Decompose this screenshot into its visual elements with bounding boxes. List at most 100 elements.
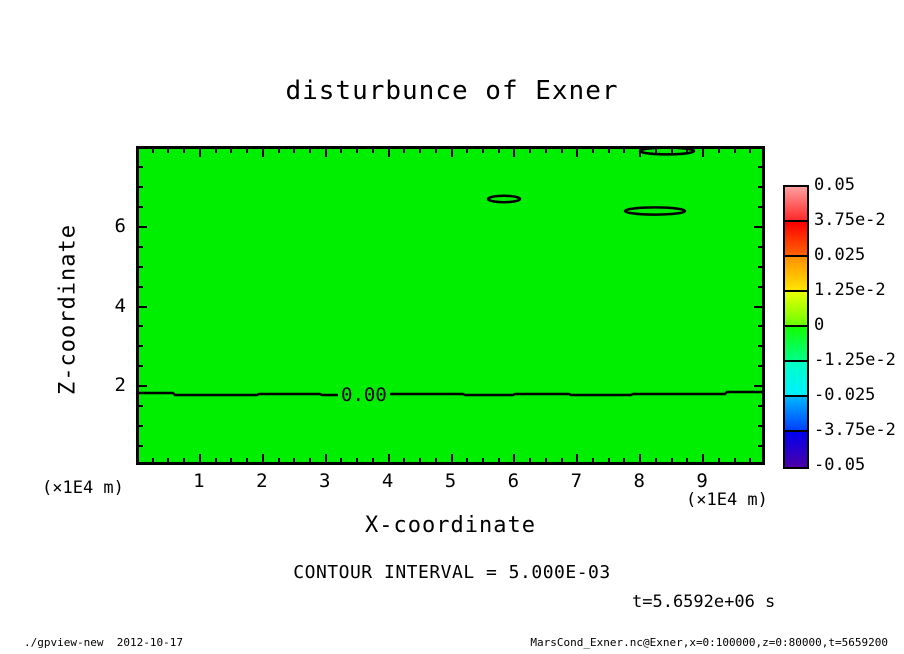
- tick-mark: [403, 147, 405, 153]
- x-tick-label: 6: [507, 470, 520, 492]
- tick-mark: [137, 345, 143, 347]
- colorbar-tick-label: -0.05: [814, 455, 866, 475]
- tick-mark: [718, 458, 720, 464]
- tick-mark: [576, 147, 578, 157]
- page-title: disturbunce of Exner: [285, 76, 619, 106]
- tick-mark: [293, 458, 295, 464]
- colorbar-tick-label: -0.025: [814, 385, 876, 405]
- tick-mark: [529, 458, 531, 464]
- tick-mark: [758, 325, 764, 327]
- x-tick-label: 8: [633, 470, 645, 492]
- colorbar-tick-label: 0.025: [814, 245, 866, 265]
- tick-mark: [325, 454, 327, 464]
- tick-mark: [278, 458, 280, 464]
- tick-mark: [671, 458, 673, 464]
- tick-mark: [372, 458, 374, 464]
- tick-mark: [137, 266, 143, 268]
- tick-mark: [758, 266, 764, 268]
- tick-mark: [137, 405, 143, 407]
- contour-value-label: 0.00: [338, 384, 390, 406]
- tick-mark: [451, 454, 453, 464]
- tick-mark: [655, 147, 657, 153]
- tick-mark: [758, 445, 764, 447]
- tick-mark: [686, 147, 688, 153]
- tick-mark: [137, 306, 147, 308]
- plot-area: [136, 146, 765, 465]
- tick-mark: [309, 147, 311, 153]
- tick-mark: [498, 458, 500, 464]
- x-tick-label: 5: [444, 470, 457, 492]
- colorbar-band: [785, 432, 807, 467]
- colorbar-band: [785, 397, 807, 432]
- tick-mark: [403, 458, 405, 464]
- tick-mark: [623, 458, 625, 464]
- tick-mark: [529, 147, 531, 153]
- x-axis-title: X-coordinate: [365, 513, 536, 538]
- colorbar-tick-label: -3.75e-2: [814, 420, 896, 440]
- tick-mark: [137, 445, 143, 447]
- tick-mark: [561, 147, 563, 153]
- tick-mark: [498, 147, 500, 153]
- x-tick-label: 1: [193, 470, 205, 492]
- tick-mark: [340, 147, 342, 153]
- tick-mark: [608, 147, 610, 153]
- tick-mark: [451, 147, 453, 157]
- colorbar-band: [785, 257, 807, 292]
- tick-mark: [388, 454, 390, 464]
- tick-mark: [655, 458, 657, 464]
- tick-mark: [435, 147, 437, 153]
- colorbar-band: [785, 187, 807, 222]
- tick-mark: [754, 306, 764, 308]
- tick-mark: [513, 454, 515, 464]
- tick-mark: [749, 147, 751, 153]
- colorbar-band: [785, 362, 807, 397]
- tick-mark: [758, 186, 764, 188]
- tick-mark: [608, 458, 610, 464]
- tick-mark: [758, 345, 764, 347]
- colorbar: [783, 185, 809, 469]
- tick-mark: [758, 246, 764, 248]
- tick-mark: [167, 147, 169, 153]
- tick-mark: [325, 147, 327, 157]
- x-tick-label: 4: [381, 470, 394, 492]
- tick-mark: [167, 458, 169, 464]
- tick-mark: [137, 166, 143, 168]
- colorbar-tick-label: 3.75e-2: [814, 210, 886, 230]
- tick-mark: [482, 147, 484, 153]
- tick-mark: [230, 458, 232, 464]
- tick-mark: [734, 458, 736, 464]
- footer-command: ./gpview-new 2012-10-17: [24, 636, 183, 649]
- tick-mark: [388, 147, 390, 157]
- colorbar-band: [785, 327, 807, 362]
- tick-mark: [152, 458, 154, 464]
- tick-mark: [749, 458, 751, 464]
- tick-mark: [671, 147, 673, 153]
- tick-mark: [758, 405, 764, 407]
- tick-mark: [718, 147, 720, 153]
- tick-mark: [466, 147, 468, 153]
- tick-mark: [466, 458, 468, 464]
- tick-mark: [356, 147, 358, 153]
- tick-mark: [545, 147, 547, 153]
- tick-mark: [137, 206, 143, 208]
- tick-mark: [561, 458, 563, 464]
- tick-mark: [372, 147, 374, 153]
- contour-interval-note: CONTOUR INTERVAL = 5.000E-03: [293, 562, 611, 583]
- colorbar-tick-label: 1.25e-2: [814, 280, 886, 300]
- y-tick-label: 2: [114, 374, 126, 397]
- tick-mark: [137, 246, 143, 248]
- tick-mark: [734, 147, 736, 153]
- tick-mark: [592, 147, 594, 153]
- tick-mark: [702, 454, 704, 464]
- colorbar-tick-label: 0.05: [814, 175, 855, 195]
- tick-mark: [576, 454, 578, 464]
- tick-mark: [137, 325, 143, 327]
- tick-mark: [623, 147, 625, 153]
- tick-mark: [419, 147, 421, 153]
- tick-mark: [215, 458, 217, 464]
- tick-mark: [758, 206, 764, 208]
- tick-mark: [639, 147, 641, 157]
- x-tick-label: 9: [696, 470, 708, 492]
- tick-mark: [754, 385, 764, 387]
- tick-mark: [137, 226, 147, 228]
